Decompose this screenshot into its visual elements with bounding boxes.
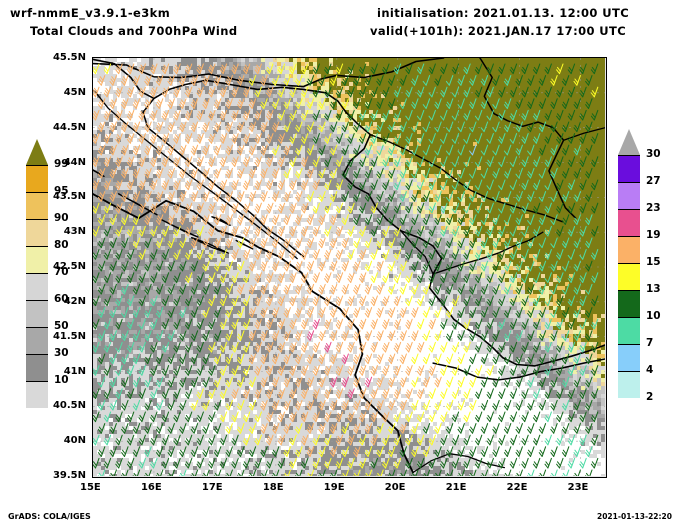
- initialisation-time: initialisation: 2021.01.13. 12:00 UTC: [377, 6, 629, 20]
- colorbar-min-arrow: [26, 408, 48, 434]
- colorbar-max-arrow: [26, 139, 48, 165]
- y-tick-label: 44N: [44, 157, 86, 168]
- wind-barb-layer: [93, 63, 599, 476]
- colorbar-tick: [26, 219, 48, 220]
- colorbar-tick: [26, 273, 48, 274]
- colorbar-tick: [618, 155, 640, 156]
- render-timestamp: 2021-01-13-22:20: [597, 512, 672, 521]
- x-tick-label: 20E: [385, 482, 406, 493]
- colorbar-swatch: [618, 236, 640, 263]
- colorbar-tick: [618, 371, 640, 372]
- y-tick-label: 42N: [44, 296, 86, 307]
- colorbar-label: 13: [646, 283, 661, 295]
- colorbar-tick: [26, 192, 48, 193]
- colorbar-label: 10: [54, 374, 69, 386]
- colorbar-tick: [26, 246, 48, 247]
- colorbar-swatch: [26, 165, 48, 192]
- wind-colorbar: [618, 129, 640, 424]
- colorbar-tick: [26, 327, 48, 328]
- colorbar-swatch: [618, 182, 640, 209]
- colorbar-label: 30: [646, 148, 661, 160]
- y-tick-label: 39.5N: [44, 470, 86, 481]
- colorbar-label: 80: [54, 239, 69, 251]
- y-tick-label: 43N: [44, 226, 86, 237]
- colorbar-tick: [618, 290, 640, 291]
- y-tick-label: 45N: [44, 87, 86, 98]
- colorbar-label: 27: [646, 175, 661, 187]
- colorbar-label: 60: [54, 293, 69, 305]
- colorbar-min-arrow: [618, 398, 640, 424]
- colorbar-label: 50: [54, 320, 69, 332]
- colorbar-swatch: [26, 246, 48, 273]
- colorbar-swatch: [26, 381, 48, 408]
- colorbar-swatch: [618, 155, 640, 182]
- x-tick-label: 22E: [507, 482, 528, 493]
- colorbar-tick: [26, 300, 48, 301]
- colorbar-swatch: [26, 354, 48, 381]
- colorbar-tick: [618, 209, 640, 210]
- colorbar-swatch: [26, 192, 48, 219]
- colorbar-label: 95: [54, 185, 69, 197]
- y-tick-label: 43.5N: [44, 191, 86, 202]
- y-tick-label: 44.5N: [44, 122, 86, 133]
- colorbar-label: 7: [646, 337, 653, 349]
- valid-time: valid(+101h): 2021.JAN.17 17:00 UTC: [370, 24, 626, 38]
- x-tick-label: 19E: [324, 482, 345, 493]
- colorbar-swatch: [26, 300, 48, 327]
- colorbar-swatch: [618, 344, 640, 371]
- colorbar-label: 90: [54, 212, 69, 224]
- colorbar-label: 4: [646, 364, 653, 376]
- colorbar-label: 99: [54, 158, 69, 170]
- colorbar-label: 30: [54, 347, 69, 359]
- colorbar-tick: [618, 344, 640, 345]
- colorbar-tick: [618, 317, 640, 318]
- colorbar-label: 19: [646, 229, 661, 241]
- colorbar-swatch: [618, 290, 640, 317]
- colorbar-swatch: [618, 209, 640, 236]
- x-tick-label: 21E: [446, 482, 467, 493]
- colorbar-tick: [26, 381, 48, 382]
- colorbar-max-arrow: [618, 129, 640, 155]
- colorbar-swatch: [618, 371, 640, 398]
- grads-credit: GrADS: COLA/IGES: [8, 512, 91, 521]
- cloud-colorbar: [26, 139, 48, 434]
- x-tick-label: 17E: [202, 482, 223, 493]
- colorbar-tick: [26, 354, 48, 355]
- map-plot-area[interactable]: [92, 57, 607, 478]
- colorbar-tick: [26, 165, 48, 166]
- colorbar-swatch: [26, 273, 48, 300]
- model-title: wrf-nmmE_v3.9.1-e3km: [10, 6, 170, 20]
- colorbar-label: 23: [646, 202, 661, 214]
- colorbar-swatch: [26, 219, 48, 246]
- colorbar-tick: [618, 236, 640, 237]
- y-tick-label: 40N: [44, 435, 86, 446]
- colorbar-label: 15: [646, 256, 661, 268]
- colorbar-swatch: [26, 327, 48, 354]
- colorbar-label: 2: [646, 391, 653, 403]
- colorbar-swatch: [618, 317, 640, 344]
- y-tick-label: 41N: [44, 366, 86, 377]
- colorbar-swatch: [618, 263, 640, 290]
- x-tick-label: 18E: [263, 482, 284, 493]
- x-tick-label: 16E: [141, 482, 162, 493]
- colorbar-tick: [618, 182, 640, 183]
- colorbar-label: 10: [646, 310, 661, 322]
- colorbar-tick: [618, 263, 640, 264]
- x-tick-label: 15E: [80, 482, 101, 493]
- colorbar-label: 70: [54, 266, 69, 278]
- x-tick-label: 23E: [568, 482, 589, 493]
- y-tick-label: 41.5N: [44, 331, 86, 342]
- y-tick-label: 40.5N: [44, 400, 86, 411]
- y-tick-label: 45.5N: [44, 52, 86, 63]
- y-tick-label: 42.5N: [44, 261, 86, 272]
- field-title: Total Clouds and 700hPa Wind: [30, 24, 237, 38]
